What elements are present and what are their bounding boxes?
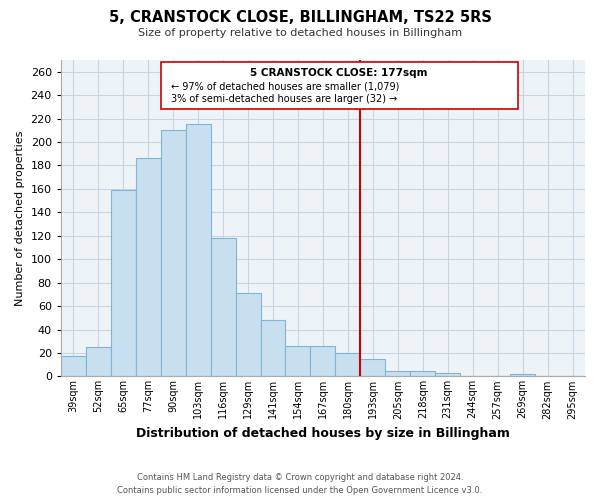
Text: 5, CRANSTOCK CLOSE, BILLINGHAM, TS22 5RS: 5, CRANSTOCK CLOSE, BILLINGHAM, TS22 5RS: [109, 10, 491, 25]
Bar: [335, 353, 361, 376]
Text: Size of property relative to detached houses in Billingham: Size of property relative to detached ho…: [138, 28, 462, 38]
Bar: [410, 370, 435, 376]
Bar: [161, 130, 185, 376]
Bar: [236, 293, 260, 376]
Bar: [211, 238, 236, 376]
X-axis label: Distribution of detached houses by size in Billingham: Distribution of detached houses by size …: [136, 427, 510, 440]
Bar: [61, 356, 86, 376]
Bar: [136, 158, 161, 376]
Bar: [185, 124, 211, 376]
FancyBboxPatch shape: [161, 62, 518, 109]
Y-axis label: Number of detached properties: Number of detached properties: [15, 130, 25, 306]
Text: Contains HM Land Registry data © Crown copyright and database right 2024.
Contai: Contains HM Land Registry data © Crown c…: [118, 473, 482, 495]
Bar: [286, 346, 310, 376]
Bar: [310, 346, 335, 376]
Text: 3% of semi-detached houses are larger (32) →: 3% of semi-detached houses are larger (3…: [170, 94, 397, 104]
Bar: [435, 373, 460, 376]
Bar: [86, 347, 111, 376]
Bar: [111, 190, 136, 376]
Bar: [510, 374, 535, 376]
Bar: [260, 320, 286, 376]
Bar: [361, 359, 385, 376]
Text: 5 CRANSTOCK CLOSE: 177sqm: 5 CRANSTOCK CLOSE: 177sqm: [250, 68, 428, 78]
Text: ← 97% of detached houses are smaller (1,079): ← 97% of detached houses are smaller (1,…: [170, 81, 399, 91]
Bar: [385, 370, 410, 376]
